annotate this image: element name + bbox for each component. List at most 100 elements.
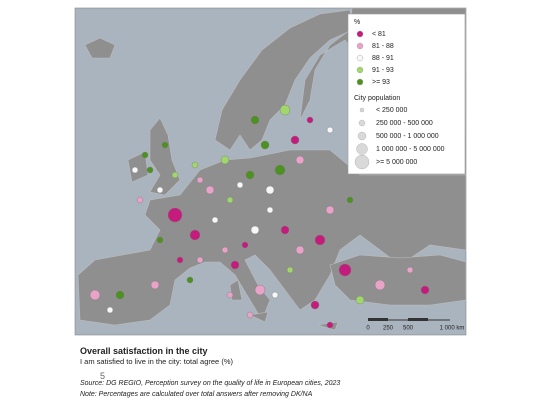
city-marker [150, 280, 160, 290]
city-marker [176, 256, 184, 264]
legend-swatch [356, 54, 364, 62]
land-shape [214, 9, 353, 151]
legend-swatch [356, 30, 364, 38]
legend-label: 81 - 88 [372, 43, 394, 50]
legend-size-label: 1 000 000 - 5 000 000 [376, 146, 445, 153]
city-marker [221, 246, 229, 254]
city-marker [226, 196, 234, 204]
city-marker [220, 155, 230, 165]
city-marker [205, 185, 215, 195]
city-marker [295, 245, 305, 255]
legend-swatch [356, 42, 364, 50]
city-marker [280, 225, 290, 235]
city-marker [156, 186, 164, 194]
legend-size-label: >= 5 000 000 [376, 159, 417, 166]
city-marker [265, 185, 275, 195]
scale-label: 500 [403, 326, 414, 332]
scale-segment [368, 318, 388, 321]
city-marker [326, 321, 334, 329]
land-shape [329, 254, 467, 306]
legend: % < 81 81 - 88 88 - 91 91 - 93 >= 93 City popu… [354, 19, 445, 170]
land-shape [84, 37, 116, 59]
legend-size-swatch [359, 107, 365, 113]
legend-swatch [356, 78, 364, 86]
legend-swatch [356, 66, 364, 74]
city-marker [196, 256, 204, 264]
city-marker [279, 104, 291, 116]
land-shape [127, 151, 149, 183]
scale-label: 250 [383, 326, 394, 332]
city-marker [141, 151, 149, 159]
caption-subtitle: I am satisfied to live in the city: tota… [80, 357, 233, 366]
city-marker [260, 140, 270, 150]
city-marker [306, 116, 314, 124]
city-marker [106, 306, 114, 314]
legend-size-swatch [358, 119, 366, 127]
city-marker [290, 135, 300, 145]
legend-label: 91 - 93 [372, 67, 394, 74]
city-marker [271, 291, 279, 299]
city-marker [250, 115, 260, 125]
city-marker [189, 229, 201, 241]
city-marker [236, 181, 244, 189]
city-marker [346, 196, 354, 204]
legend-size-label: 500 000 - 1 000 000 [376, 133, 439, 140]
scale-label: 0 [366, 326, 370, 332]
city-marker [310, 300, 320, 310]
city-marker [115, 290, 125, 300]
caption-source: Source: DG REGIO, Perception survey on t… [80, 380, 341, 387]
page-number: 5 [100, 371, 106, 381]
city-marker [246, 311, 254, 319]
city-marker [295, 155, 305, 165]
legend-label: 88 - 91 [372, 55, 394, 62]
city-marker [314, 234, 326, 246]
city-marker [286, 266, 294, 274]
legend-box [347, 13, 466, 175]
city-marker [136, 196, 144, 204]
city-markers [89, 104, 430, 329]
map: % < 81 81 - 88 88 - 91 91 - 93 >= 93 City popu… [74, 7, 467, 336]
city-marker [274, 164, 286, 176]
city-marker [171, 171, 179, 179]
city-marker [167, 207, 183, 223]
city-marker [338, 263, 352, 277]
city-marker [226, 291, 234, 299]
legend-title: % [354, 19, 360, 26]
legend-size-label: < 250 000 [376, 107, 407, 114]
legend-size-swatch [354, 154, 370, 170]
city-marker [325, 205, 335, 215]
scale-label: 1 000 km [440, 326, 465, 332]
city-marker [250, 225, 260, 235]
land-shape [248, 311, 269, 323]
legend-size-swatch [357, 131, 367, 141]
legend-size-title: City population [354, 95, 400, 102]
city-marker [355, 295, 365, 305]
city-marker [161, 141, 169, 149]
city-marker [131, 166, 139, 174]
city-marker [156, 236, 164, 244]
legend-size-swatch [356, 143, 368, 155]
scale-bar: 0 250 500 1 000 km [366, 318, 464, 332]
scale-segment [408, 318, 428, 321]
city-marker [245, 170, 255, 180]
city-marker [406, 266, 414, 274]
city-marker [89, 289, 101, 301]
legend-label: < 81 [372, 31, 386, 38]
city-marker [254, 284, 266, 296]
city-marker [191, 161, 199, 169]
city-marker [211, 216, 219, 224]
city-marker [374, 279, 386, 291]
city-marker [326, 126, 334, 134]
city-marker [186, 276, 194, 284]
legend-size-label: 250 000 - 500 000 [376, 120, 433, 127]
city-marker [230, 260, 240, 270]
city-marker [146, 166, 154, 174]
city-marker [420, 285, 430, 295]
city-marker [266, 206, 274, 214]
city-marker [241, 241, 249, 249]
city-marker [196, 176, 204, 184]
legend-label: >= 93 [372, 79, 390, 86]
caption-note: Note: Percentages are calculated over to… [80, 391, 313, 398]
caption-title: Overall satisfaction in the city [80, 346, 208, 356]
